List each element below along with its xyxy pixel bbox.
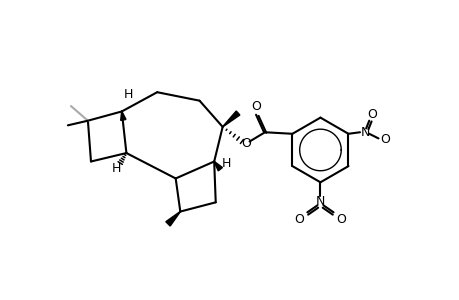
Text: H: H — [123, 88, 132, 101]
Polygon shape — [165, 212, 180, 226]
Text: H: H — [221, 157, 231, 170]
Text: O: O — [250, 100, 260, 113]
Polygon shape — [222, 111, 239, 127]
Text: N: N — [360, 126, 369, 139]
Text: O: O — [367, 108, 376, 121]
Text: N: N — [315, 195, 325, 208]
Text: O: O — [336, 213, 346, 226]
Text: O: O — [241, 137, 251, 150]
Text: O: O — [380, 134, 390, 146]
Text: O: O — [294, 213, 304, 226]
Polygon shape — [120, 111, 126, 120]
Polygon shape — [213, 161, 222, 171]
Text: H: H — [112, 162, 121, 175]
